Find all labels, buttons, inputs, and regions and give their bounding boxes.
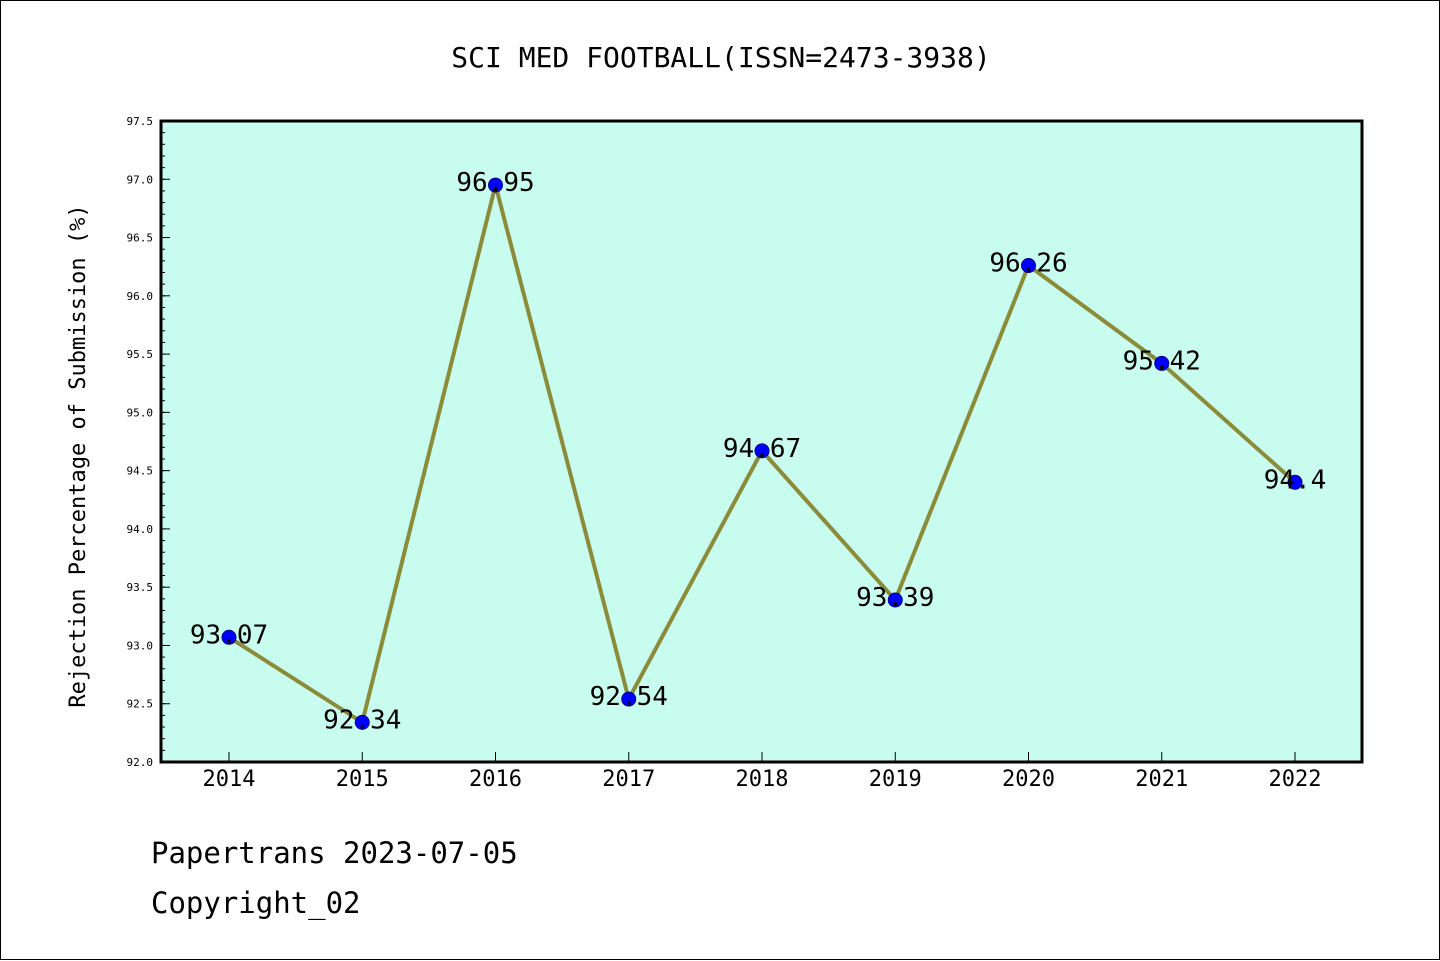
data-point [488, 177, 503, 193]
data-label: 93.07 [190, 620, 268, 650]
footer-copyright: Copyright_02 [151, 886, 361, 920]
x-tick-label: 2019 [869, 767, 922, 792]
data-point [221, 629, 237, 645]
x-tick-label: 2015 [336, 767, 389, 792]
x-tick-label: 2017 [602, 767, 655, 792]
y-tick-label: 96.0 [127, 290, 154, 303]
x-tick-label: 2022 [1269, 767, 1322, 792]
x-tick-label: 2020 [1002, 767, 1055, 792]
y-tick-label: 94.0 [127, 523, 154, 536]
data-point [1287, 474, 1303, 490]
data-label: 93.39 [856, 583, 934, 613]
data-label: 92.34 [323, 705, 401, 735]
data-point [354, 714, 370, 730]
y-axis-label: Rejection Percentage of Submission (%) [66, 204, 91, 707]
plot-border [159, 119, 1364, 764]
data-label: 92.54 [590, 682, 668, 712]
data-label: 96.26 [989, 249, 1067, 279]
y-tick-label: 95.5 [127, 348, 154, 361]
data-point [754, 443, 770, 459]
data-points [221, 177, 1303, 730]
y-tick-label: 94.5 [127, 465, 154, 478]
footer-date: Papertrans 2023-07-05 [151, 836, 518, 870]
y-tick-label: 93.5 [127, 581, 154, 594]
data-label: 96.95 [456, 168, 534, 198]
x-axis-ticks: 2014 2015 2016 2017 2018 2019 2020 2021 2022 [203, 752, 1322, 792]
data-label: 94.67 [723, 434, 801, 464]
y-tick-label: 96.5 [127, 232, 154, 245]
data-point [621, 691, 637, 707]
x-tick-label: 2021 [1135, 767, 1188, 792]
data-point [1021, 258, 1036, 274]
x-tick-label: 2016 [469, 767, 522, 792]
data-point [1154, 355, 1170, 371]
y-tick-label: 97.5 [127, 115, 154, 128]
y-tick-label: 92.0 [127, 756, 154, 769]
plot-area [161, 121, 1362, 762]
chart-title: SCI MED FOOTBALL(ISSN=2473-3938) [451, 41, 990, 74]
y-tick-label: 93.0 [127, 639, 154, 652]
x-tick-label: 2018 [736, 767, 789, 792]
x-tick-label: 2014 [203, 767, 256, 792]
data-label: 94.4 [1264, 465, 1327, 495]
data-point [887, 592, 903, 608]
data-label: 95.42 [1123, 346, 1201, 376]
y-tick-label: 97.0 [127, 173, 154, 186]
data-labels: 93.07 92.34 96.95 92.54 94.67 93.39 96.26 95.42… [190, 168, 1326, 735]
y-tick-label: 95.0 [127, 406, 154, 419]
y-axis-ticks: 92.0 92.5 93.0 93.5 94.0 94.5 95.0 95.5 96.0 96.5… [127, 115, 170, 769]
y-tick-label: 92.5 [127, 698, 154, 711]
